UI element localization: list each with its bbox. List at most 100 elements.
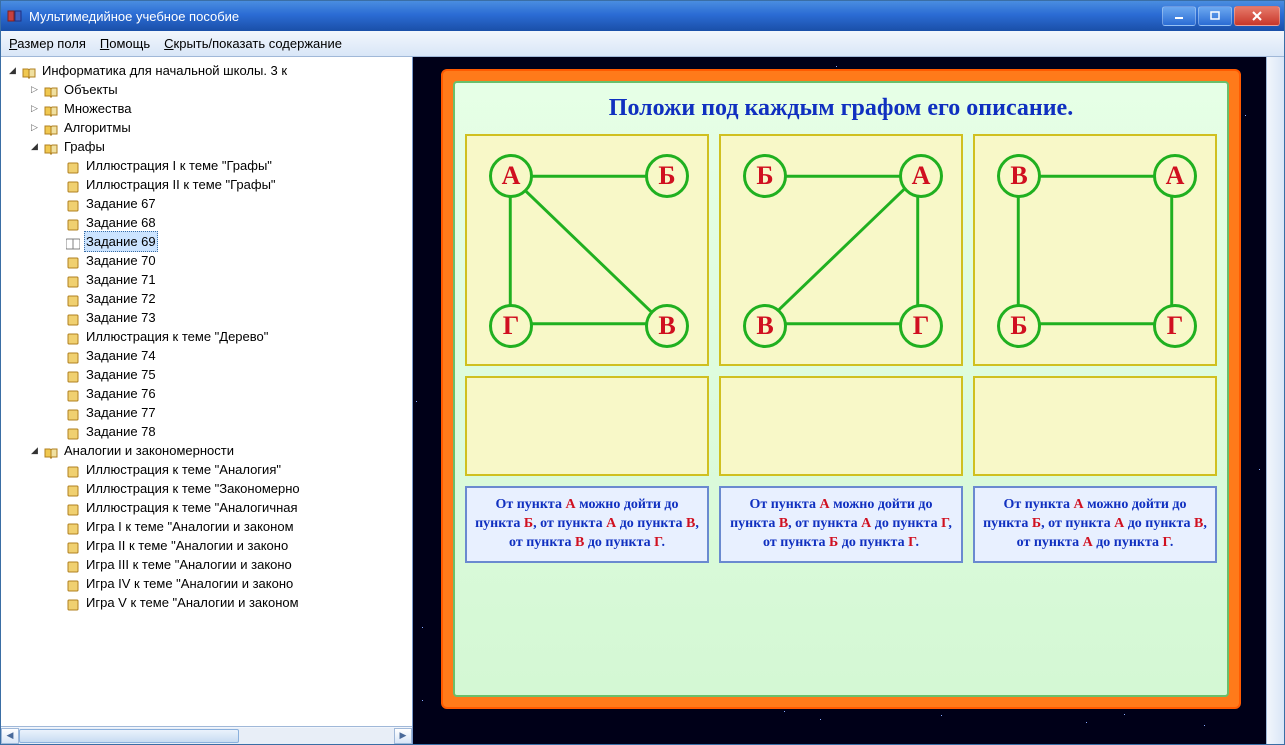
- graph-card-1: АБГВ: [465, 134, 709, 366]
- book-icon: [44, 141, 58, 153]
- tree-item[interactable]: Задание 77: [1, 403, 412, 422]
- page-icon: [66, 407, 80, 419]
- tree-item-label: Задание 67: [84, 194, 158, 213]
- tree-twisty-closed-icon[interactable]: ▷: [29, 84, 40, 95]
- scroll-left-button[interactable]: ◀: [1, 728, 19, 744]
- drop-target-1[interactable]: [465, 376, 709, 476]
- graph-node: В: [997, 154, 1041, 198]
- tree-item[interactable]: Игра I к теме "Аналогии и законом: [1, 517, 412, 536]
- tree-item[interactable]: Задание 68: [1, 213, 412, 232]
- page-icon: [66, 293, 80, 305]
- drop-row: [465, 376, 1217, 476]
- tree-twisty-open-icon[interactable]: ◢: [29, 141, 40, 152]
- tree-item-label: Игра III к теме "Аналогии и законо: [84, 555, 294, 574]
- page-icon: [66, 559, 80, 571]
- tree-twisty-open-icon[interactable]: ◢: [29, 445, 40, 456]
- tree-item-label: Иллюстрация к теме "Закономерно: [84, 479, 302, 498]
- book-icon: [44, 445, 58, 457]
- maximize-button[interactable]: [1198, 6, 1232, 26]
- app-icon: [7, 8, 23, 24]
- graph-node: Б: [645, 154, 689, 198]
- tree-item[interactable]: Задание 75: [1, 365, 412, 384]
- graph-node: Г: [489, 304, 533, 348]
- window-title: Мультимедийное учебное пособие: [29, 9, 1162, 24]
- tree-item[interactable]: ▷Объекты: [1, 80, 412, 99]
- titlebar: Мультимедийное учебное пособие: [1, 1, 1284, 31]
- tree-item[interactable]: Задание 69: [1, 232, 412, 251]
- scroll-thumb[interactable]: [19, 729, 239, 743]
- tree-item[interactable]: ◢ Аналогии и закономерности: [1, 441, 412, 460]
- book-icon: [44, 103, 58, 115]
- tree-item-label: Задание 73: [84, 308, 158, 327]
- tree-item-label: Задание 74: [84, 346, 158, 365]
- tree-item-label: Множества: [62, 99, 133, 118]
- tree-item[interactable]: Иллюстрация I к теме "Графы": [1, 156, 412, 175]
- menu-help[interactable]: Помощь: [100, 36, 150, 51]
- page-icon: [66, 578, 80, 590]
- page-icon: [66, 540, 80, 552]
- menu-field-size[interactable]: Размер поля: [9, 36, 86, 51]
- tree-item[interactable]: ▷Алгоритмы: [1, 118, 412, 137]
- tree-item[interactable]: Иллюстрация к теме "Аналогичная: [1, 498, 412, 517]
- tree-item[interactable]: Задание 74: [1, 346, 412, 365]
- close-button[interactable]: [1234, 6, 1280, 26]
- tree-item[interactable]: Иллюстрация к теме "Аналогия": [1, 460, 412, 479]
- h-scrollbar[interactable]: ◀ ▶: [1, 726, 412, 744]
- tree-item-label: Информатика для начальной школы. 3 к: [40, 61, 289, 80]
- slide-inner: Положи под каждым графом его описание. А…: [453, 81, 1229, 697]
- tree-item[interactable]: Задание 71: [1, 270, 412, 289]
- drop-target-2[interactable]: [719, 376, 963, 476]
- page-icon: [66, 236, 80, 248]
- tree-item[interactable]: Иллюстрация к теме "Дерево": [1, 327, 412, 346]
- page-icon: [66, 483, 80, 495]
- menu-toggle-contents[interactable]: Скрыть/показать содержание: [164, 36, 342, 51]
- tree-item[interactable]: Игра IV к теме "Аналогии и законо: [1, 574, 412, 593]
- description-card-1[interactable]: От пункта А можно дойти до пункта Б, от …: [465, 486, 709, 563]
- drop-target-3[interactable]: [973, 376, 1217, 476]
- tree-item[interactable]: Задание 73: [1, 308, 412, 327]
- tree-wrap: ◢ Информатика для начальной школы. 3 к▷Об…: [1, 57, 412, 726]
- tree-item-label: Иллюстрация I к теме "Графы": [84, 156, 274, 175]
- tree-item[interactable]: Игра III к теме "Аналогии и законо: [1, 555, 412, 574]
- graph-node: А: [1153, 154, 1197, 198]
- description-card-2[interactable]: От пункта А можно дойти до пункта В, от …: [719, 486, 963, 563]
- menubar: Размер поля Помощь Скрыть/показать содер…: [1, 31, 1284, 57]
- tree-item[interactable]: Иллюстрация II к теме "Графы": [1, 175, 412, 194]
- tree-twisty-closed-icon[interactable]: ▷: [29, 103, 40, 114]
- page-icon: [66, 597, 80, 609]
- scroll-right-button[interactable]: ▶: [394, 728, 412, 744]
- tree-item[interactable]: Игра II к теме "Аналогии и законо: [1, 536, 412, 555]
- graph-node: Б: [743, 154, 787, 198]
- tree-item[interactable]: Задание 76: [1, 384, 412, 403]
- tree-item[interactable]: ▷ Множества: [1, 99, 412, 118]
- tree-twisty-open-icon[interactable]: ◢: [7, 65, 18, 76]
- description-card-3[interactable]: От пункта А можно дойти до пункта Б, от …: [973, 486, 1217, 563]
- graph-card-2: БАВГ: [719, 134, 963, 366]
- tree-item[interactable]: Игра V к теме "Аналогии и законом: [1, 593, 412, 612]
- v-scrollbar[interactable]: [1266, 57, 1284, 744]
- contents-tree[interactable]: ◢ Информатика для начальной школы. 3 к▷Об…: [1, 57, 412, 612]
- tree-item[interactable]: Задание 70: [1, 251, 412, 270]
- page-icon: [66, 217, 80, 229]
- scroll-track[interactable]: [19, 728, 394, 744]
- tree-item-label: Иллюстрация к теме "Аналогичная: [84, 498, 300, 517]
- graph-card-3: ВАБГ: [973, 134, 1217, 366]
- tree-item-label: Иллюстрация к теме "Дерево": [84, 327, 270, 346]
- tree-item[interactable]: Задание 67: [1, 194, 412, 213]
- minimize-button[interactable]: [1162, 6, 1196, 26]
- page-icon: [66, 160, 80, 172]
- tree-item[interactable]: ◢ Информатика для начальной школы. 3 к: [1, 61, 412, 80]
- tree-item[interactable]: Иллюстрация к теме "Закономерно: [1, 479, 412, 498]
- tree-item[interactable]: Задание 72: [1, 289, 412, 308]
- tree-item[interactable]: ◢Графы: [1, 137, 412, 156]
- tree-twisty-closed-icon[interactable]: ▷: [29, 122, 40, 133]
- book-icon: [44, 84, 58, 96]
- page-icon: [66, 388, 80, 400]
- tree-item-label: Задание 76: [84, 384, 158, 403]
- tree-item[interactable]: Задание 78: [1, 422, 412, 441]
- tree-item-label: Задание 69: [84, 231, 158, 252]
- tree-item-label: Задание 78: [84, 422, 158, 441]
- tree-item-label: Аналогии и закономерности: [62, 441, 236, 460]
- page-icon: [66, 521, 80, 533]
- app-window: Мультимедийное учебное пособие Размер по…: [0, 0, 1285, 745]
